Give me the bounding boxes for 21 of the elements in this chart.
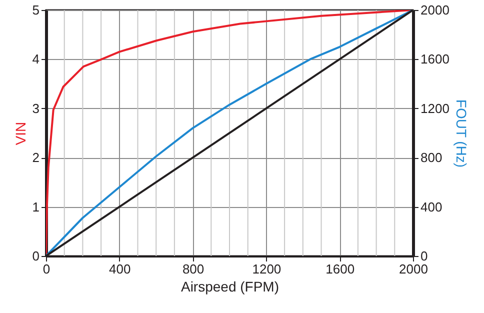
y-tick-label: 1 bbox=[32, 199, 40, 214]
x-tick-label: 800 bbox=[182, 262, 204, 276]
y-axis-title: VIN bbox=[12, 122, 28, 146]
x-tick-label: 1600 bbox=[326, 262, 355, 276]
y2-tick-label: 0 bbox=[420, 248, 428, 264]
y-tick-label: 2 bbox=[32, 150, 40, 166]
x-tick-label: 2000 bbox=[399, 262, 428, 276]
x-axis-title: Airspeed (FPM) bbox=[180, 278, 280, 294]
x-tick-label: 1200 bbox=[252, 262, 282, 276]
y-tick-label: 0 bbox=[32, 248, 40, 264]
y-tick-label: 4 bbox=[32, 52, 40, 67]
y2-tick-label: 2000 bbox=[420, 2, 450, 18]
y-tick-label: 3 bbox=[32, 100, 40, 116]
y2-tick-label: 1600 bbox=[420, 52, 450, 67]
y2-axis-title: FOUT (Hz) bbox=[453, 99, 470, 168]
x-tick-label: 0 bbox=[42, 262, 50, 276]
x-tick-label: 400 bbox=[109, 262, 131, 276]
y2-tick-label: 1200 bbox=[420, 100, 450, 116]
y-tick-label: 5 bbox=[32, 2, 40, 18]
y2-tick-label: 800 bbox=[420, 150, 442, 166]
y2-tick-label: 400 bbox=[420, 199, 442, 214]
